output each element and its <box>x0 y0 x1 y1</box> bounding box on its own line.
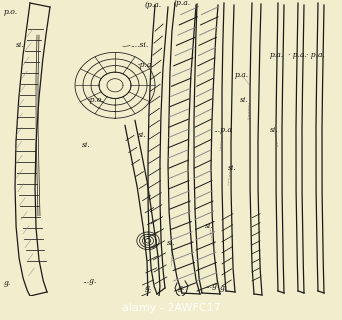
Text: ...p.a: ...p.a <box>213 126 232 134</box>
Text: si.: si. <box>138 132 147 140</box>
Text: si.: si. <box>167 239 176 247</box>
Text: g.: g. <box>220 284 227 292</box>
Text: p.o.: p.o. <box>4 8 18 16</box>
Text: si.: si. <box>205 222 214 230</box>
Text: p.a.: p.a. <box>235 71 249 79</box>
Text: -p.o.: -p.o. <box>88 96 105 104</box>
Text: g.: g. <box>4 279 11 287</box>
Text: ....si.: ....si. <box>130 41 148 49</box>
Text: · p.a.: · p.a. <box>306 51 325 59</box>
Text: g.: g. <box>178 284 185 292</box>
Text: si.: si. <box>240 96 249 104</box>
Text: ...g.: ...g. <box>205 282 219 290</box>
Text: alamy - 2AWFC17: alamy - 2AWFC17 <box>122 303 220 313</box>
Text: p.a.: p.a. <box>270 51 284 59</box>
Text: si.: si. <box>270 126 279 134</box>
Text: si.: si. <box>228 164 237 172</box>
Text: si.: si. <box>82 141 91 149</box>
Text: ...g.: ...g. <box>82 277 96 285</box>
Text: g.: g. <box>145 284 152 292</box>
Text: · p.a.: · p.a. <box>288 51 307 59</box>
Text: -p.a: -p.a <box>138 61 153 69</box>
Text: (p.a.: (p.a. <box>174 0 191 7</box>
Text: si.: si. <box>16 41 25 49</box>
Text: (p.a.: (p.a. <box>145 1 162 9</box>
